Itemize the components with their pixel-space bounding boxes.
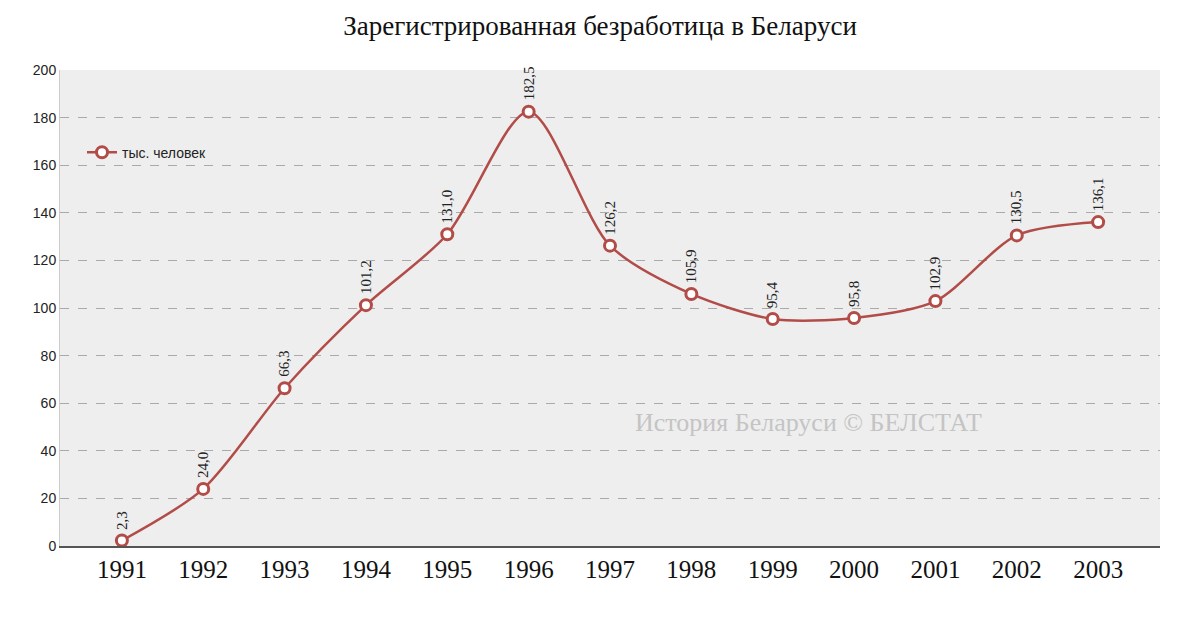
- svg-text:180: 180: [33, 110, 57, 126]
- svg-text:130,5: 130,5: [1008, 190, 1024, 224]
- svg-text:тыс. человек: тыс. человек: [122, 145, 206, 161]
- svg-text:История Беларуси © БЕЛСТАТ: История Беларуси © БЕЛСТАТ: [635, 408, 982, 437]
- svg-text:131,0: 131,0: [439, 190, 455, 224]
- svg-text:140: 140: [33, 205, 57, 221]
- svg-text:200: 200: [33, 62, 57, 78]
- svg-text:1991: 1991: [97, 556, 147, 583]
- svg-text:95,8: 95,8: [846, 281, 862, 307]
- svg-text:60: 60: [41, 395, 57, 411]
- svg-text:120: 120: [33, 252, 57, 268]
- svg-text:24,0: 24,0: [195, 452, 211, 478]
- svg-text:1994: 1994: [341, 556, 392, 583]
- svg-text:2,3: 2,3: [114, 511, 130, 530]
- svg-text:95,4: 95,4: [764, 281, 780, 308]
- svg-text:2000: 2000: [829, 556, 879, 583]
- svg-text:100: 100: [33, 300, 57, 316]
- svg-text:1997: 1997: [585, 556, 635, 583]
- svg-text:160: 160: [33, 157, 57, 173]
- svg-text:101,2: 101,2: [358, 260, 374, 294]
- svg-text:1996: 1996: [504, 556, 554, 583]
- svg-text:1993: 1993: [260, 556, 310, 583]
- svg-text:1999: 1999: [748, 556, 798, 583]
- svg-text:136,1: 136,1: [1090, 177, 1106, 211]
- svg-text:Зарегистрированная безработица: Зарегистрированная безработица в Беларус…: [343, 11, 857, 41]
- svg-text:20: 20: [41, 490, 57, 506]
- svg-text:80: 80: [41, 348, 57, 364]
- svg-text:66,3: 66,3: [276, 351, 292, 377]
- svg-text:126,2: 126,2: [602, 201, 618, 235]
- svg-text:1995: 1995: [422, 556, 472, 583]
- svg-text:182,5: 182,5: [521, 67, 537, 101]
- svg-text:40: 40: [41, 443, 57, 459]
- svg-text:2003: 2003: [1073, 556, 1123, 583]
- svg-text:2001: 2001: [910, 556, 960, 583]
- svg-text:2002: 2002: [992, 556, 1042, 583]
- svg-text:105,9: 105,9: [683, 250, 699, 284]
- svg-text:102,9: 102,9: [927, 257, 943, 291]
- svg-text:1992: 1992: [178, 556, 228, 583]
- svg-text:0: 0: [48, 538, 56, 554]
- svg-text:1998: 1998: [666, 556, 716, 583]
